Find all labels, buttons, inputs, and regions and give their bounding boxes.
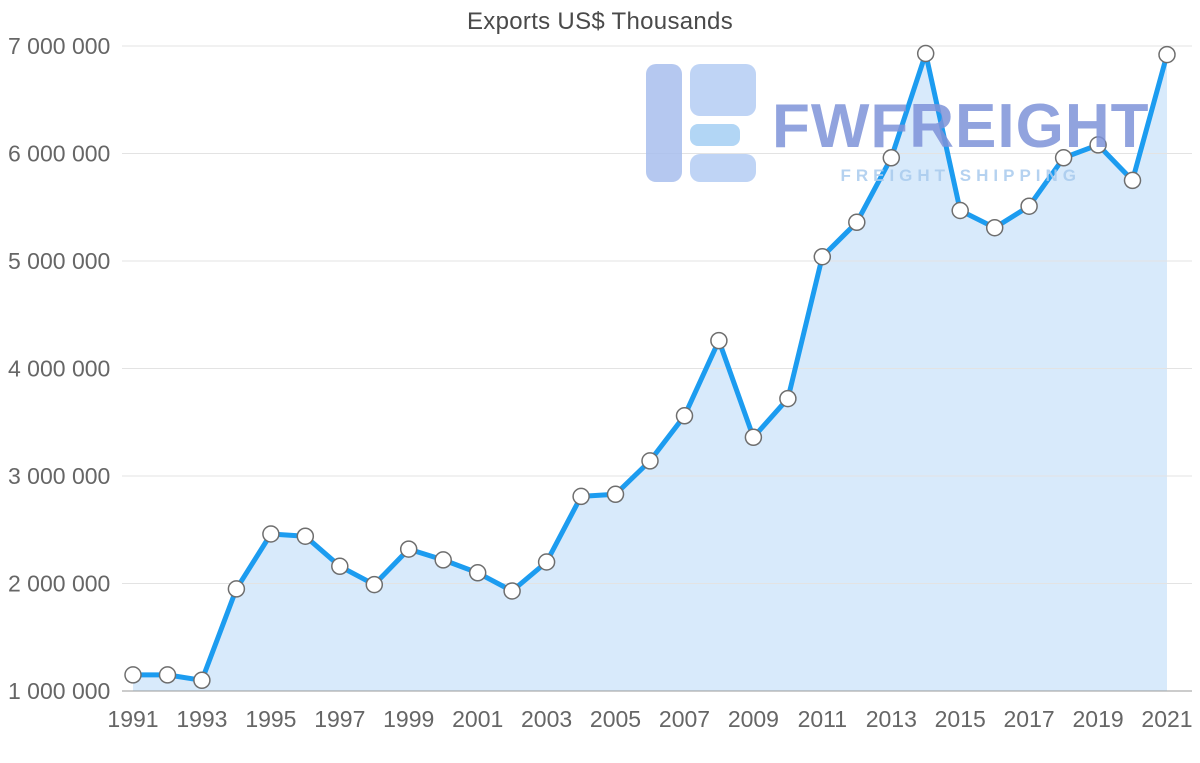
data-point-2001	[468, 564, 487, 582]
area-fill	[133, 53, 1167, 691]
data-point-1999	[399, 540, 418, 558]
data-point-1994	[227, 580, 246, 598]
data-point-2005	[606, 485, 625, 504]
data-point-1997	[331, 557, 349, 576]
data-point-2014	[916, 44, 935, 63]
data-point-2010	[779, 389, 797, 408]
y-axis-label: 3 000 000	[8, 463, 110, 489]
x-axis-label: 1999	[383, 706, 434, 732]
chart-title: Exports US$ Thousands	[467, 8, 733, 35]
data-point-2017	[1020, 197, 1038, 215]
data-point-2002	[503, 582, 521, 600]
data-point-2015	[951, 201, 969, 220]
data-point-2019	[1089, 136, 1107, 154]
data-point-1992	[158, 666, 177, 684]
data-point-1993	[193, 671, 211, 690]
data-point-2016	[985, 218, 1004, 237]
x-axis-label: 2021	[1141, 706, 1192, 732]
x-axis-label: 1993	[176, 706, 227, 732]
data-point-2018	[1054, 149, 1073, 167]
x-axis-label: 2005	[590, 706, 641, 732]
x-axis-label: 2003	[521, 706, 572, 732]
x-axis-label: 1995	[245, 706, 296, 732]
x-axis-label: 2013	[866, 706, 917, 732]
x-axis-label: 2017	[1004, 706, 1055, 732]
x-axis-label: 1991	[107, 706, 158, 732]
data-point-2006	[641, 452, 659, 470]
data-point-2009	[744, 428, 763, 447]
x-axis-label: 2015	[935, 706, 986, 732]
x-axis-label: 2001	[452, 706, 503, 732]
data-point-2003	[537, 553, 556, 571]
y-axis-label: 5 000 000	[8, 248, 110, 274]
x-axis-label: 2007	[659, 706, 710, 732]
data-point-2004	[572, 487, 590, 506]
data-point-2007	[675, 407, 694, 425]
data-point-2012	[848, 213, 866, 232]
data-point-1996	[296, 527, 315, 545]
y-axis-label: 4 000 000	[8, 356, 110, 382]
data-point-1995	[262, 525, 280, 543]
x-axis-label: 1997	[314, 706, 365, 732]
data-point-2013	[882, 149, 901, 167]
data-point-2011	[813, 247, 832, 266]
y-axis-label: 6 000 000	[8, 141, 110, 167]
y-axis-label: 7 000 000	[8, 33, 110, 59]
x-axis-label: 2009	[728, 706, 779, 732]
data-point-2000	[434, 551, 452, 569]
data-point-1991	[124, 666, 142, 684]
y-axis-label: 1 000 000	[8, 678, 110, 704]
data-point-2008	[710, 331, 728, 350]
data-point-2020	[1123, 171, 1142, 190]
data-point-1998	[365, 575, 384, 594]
x-axis-label: 2011	[798, 706, 847, 732]
x-axis-label: 2019	[1073, 706, 1124, 732]
data-point-2021	[1158, 45, 1176, 64]
y-axis-label: 2 000 000	[8, 571, 110, 597]
